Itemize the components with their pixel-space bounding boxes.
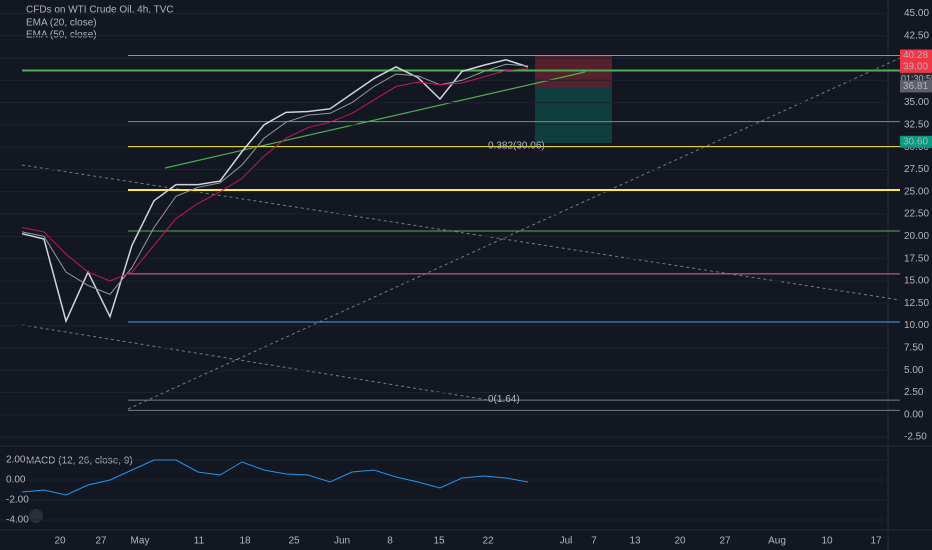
chart-title: CFDs on WTI Crude Oil, 4h, TVC — [26, 5, 174, 16]
stop-zone — [535, 56, 612, 88]
x-tick-label: 13 — [629, 536, 641, 547]
x-tick-label: Jul — [560, 536, 573, 547]
x-tick-label: May — [131, 536, 150, 547]
price-label-box — [900, 80, 932, 93]
x-tick-label: 8 — [387, 536, 393, 547]
x-tick-label: 27 — [719, 536, 731, 547]
price-label-box — [900, 135, 932, 148]
y-tick-label: 25.00 — [904, 186, 929, 197]
y-tick-label: 7.50 — [904, 343, 924, 354]
x-tick-label: 20 — [54, 536, 66, 547]
price-line — [21, 68, 529, 282]
y-tick-label: 2.00 — [6, 455, 26, 466]
price-label: 39.00 — [903, 62, 928, 73]
x-tick-label: 22 — [482, 536, 494, 547]
price-label: 30.60 — [903, 136, 928, 147]
price-label-box — [900, 60, 932, 73]
x-tick-label: 10 — [821, 536, 833, 547]
y-tick-label: 15.00 — [904, 276, 929, 287]
y-tick-label: 12.50 — [904, 298, 929, 309]
x-tick-label: 15 — [433, 536, 445, 547]
x-tick-label: 20 — [674, 536, 686, 547]
y-tick-label: 45.00 — [904, 8, 929, 19]
x-tick-label: Aug — [768, 536, 786, 547]
macd-line — [21, 459, 529, 496]
x-tick-label: Jun — [334, 536, 350, 547]
y-tick-label: 5.00 — [904, 365, 924, 376]
trend-dashed — [21, 324, 489, 401]
x-tick-label: 27 — [95, 536, 107, 547]
y-tick-label: 0.00 — [904, 409, 924, 420]
level-label: 0.382(30.06) — [488, 140, 545, 151]
y-tick-label: 42.50 — [904, 30, 929, 41]
countdown: 01:30:59 — [901, 73, 932, 83]
x-tick-label: 11 — [194, 536, 205, 547]
price-label: 36.81 — [903, 81, 928, 92]
y-tick-label: 10.00 — [904, 320, 929, 331]
y-tick-label: 2.50 — [904, 387, 924, 398]
y-tick-label: -2.00 — [6, 495, 29, 506]
x-tick-label: 7 — [591, 536, 597, 547]
trendline — [164, 71, 586, 169]
y-tick-label: 35.00 — [904, 97, 929, 108]
y-tick-label: -4.00 — [6, 515, 29, 526]
y-tick-label: -2.50 — [904, 432, 927, 443]
y-tick-label: 22.50 — [904, 209, 929, 220]
macd-title: MACD (12, 26, close, 9) — [26, 456, 133, 467]
x-tick-label: 25 — [288, 536, 300, 547]
x-tick-label: 18 — [239, 536, 251, 547]
trend-dashed — [21, 164, 901, 301]
y-tick-label: 20.00 — [904, 231, 929, 242]
target-zone — [535, 88, 612, 143]
y-tick-label: 17.50 — [904, 253, 929, 264]
y-tick-label: 27.50 — [904, 164, 929, 175]
level-label: 0(1.64) — [488, 394, 520, 405]
price-line — [21, 58, 529, 324]
logo[interactable] — [29, 509, 43, 523]
y-tick-label: 0.00 — [6, 475, 26, 486]
indicator: EMA (20, close) — [26, 18, 97, 29]
indicator: EMA (50, close) — [26, 30, 97, 41]
price-label-box — [900, 49, 932, 62]
price-label: 40.28 — [903, 50, 928, 61]
x-tick-label: 17 — [870, 536, 882, 547]
y-tick-label: 32.50 — [904, 120, 929, 131]
